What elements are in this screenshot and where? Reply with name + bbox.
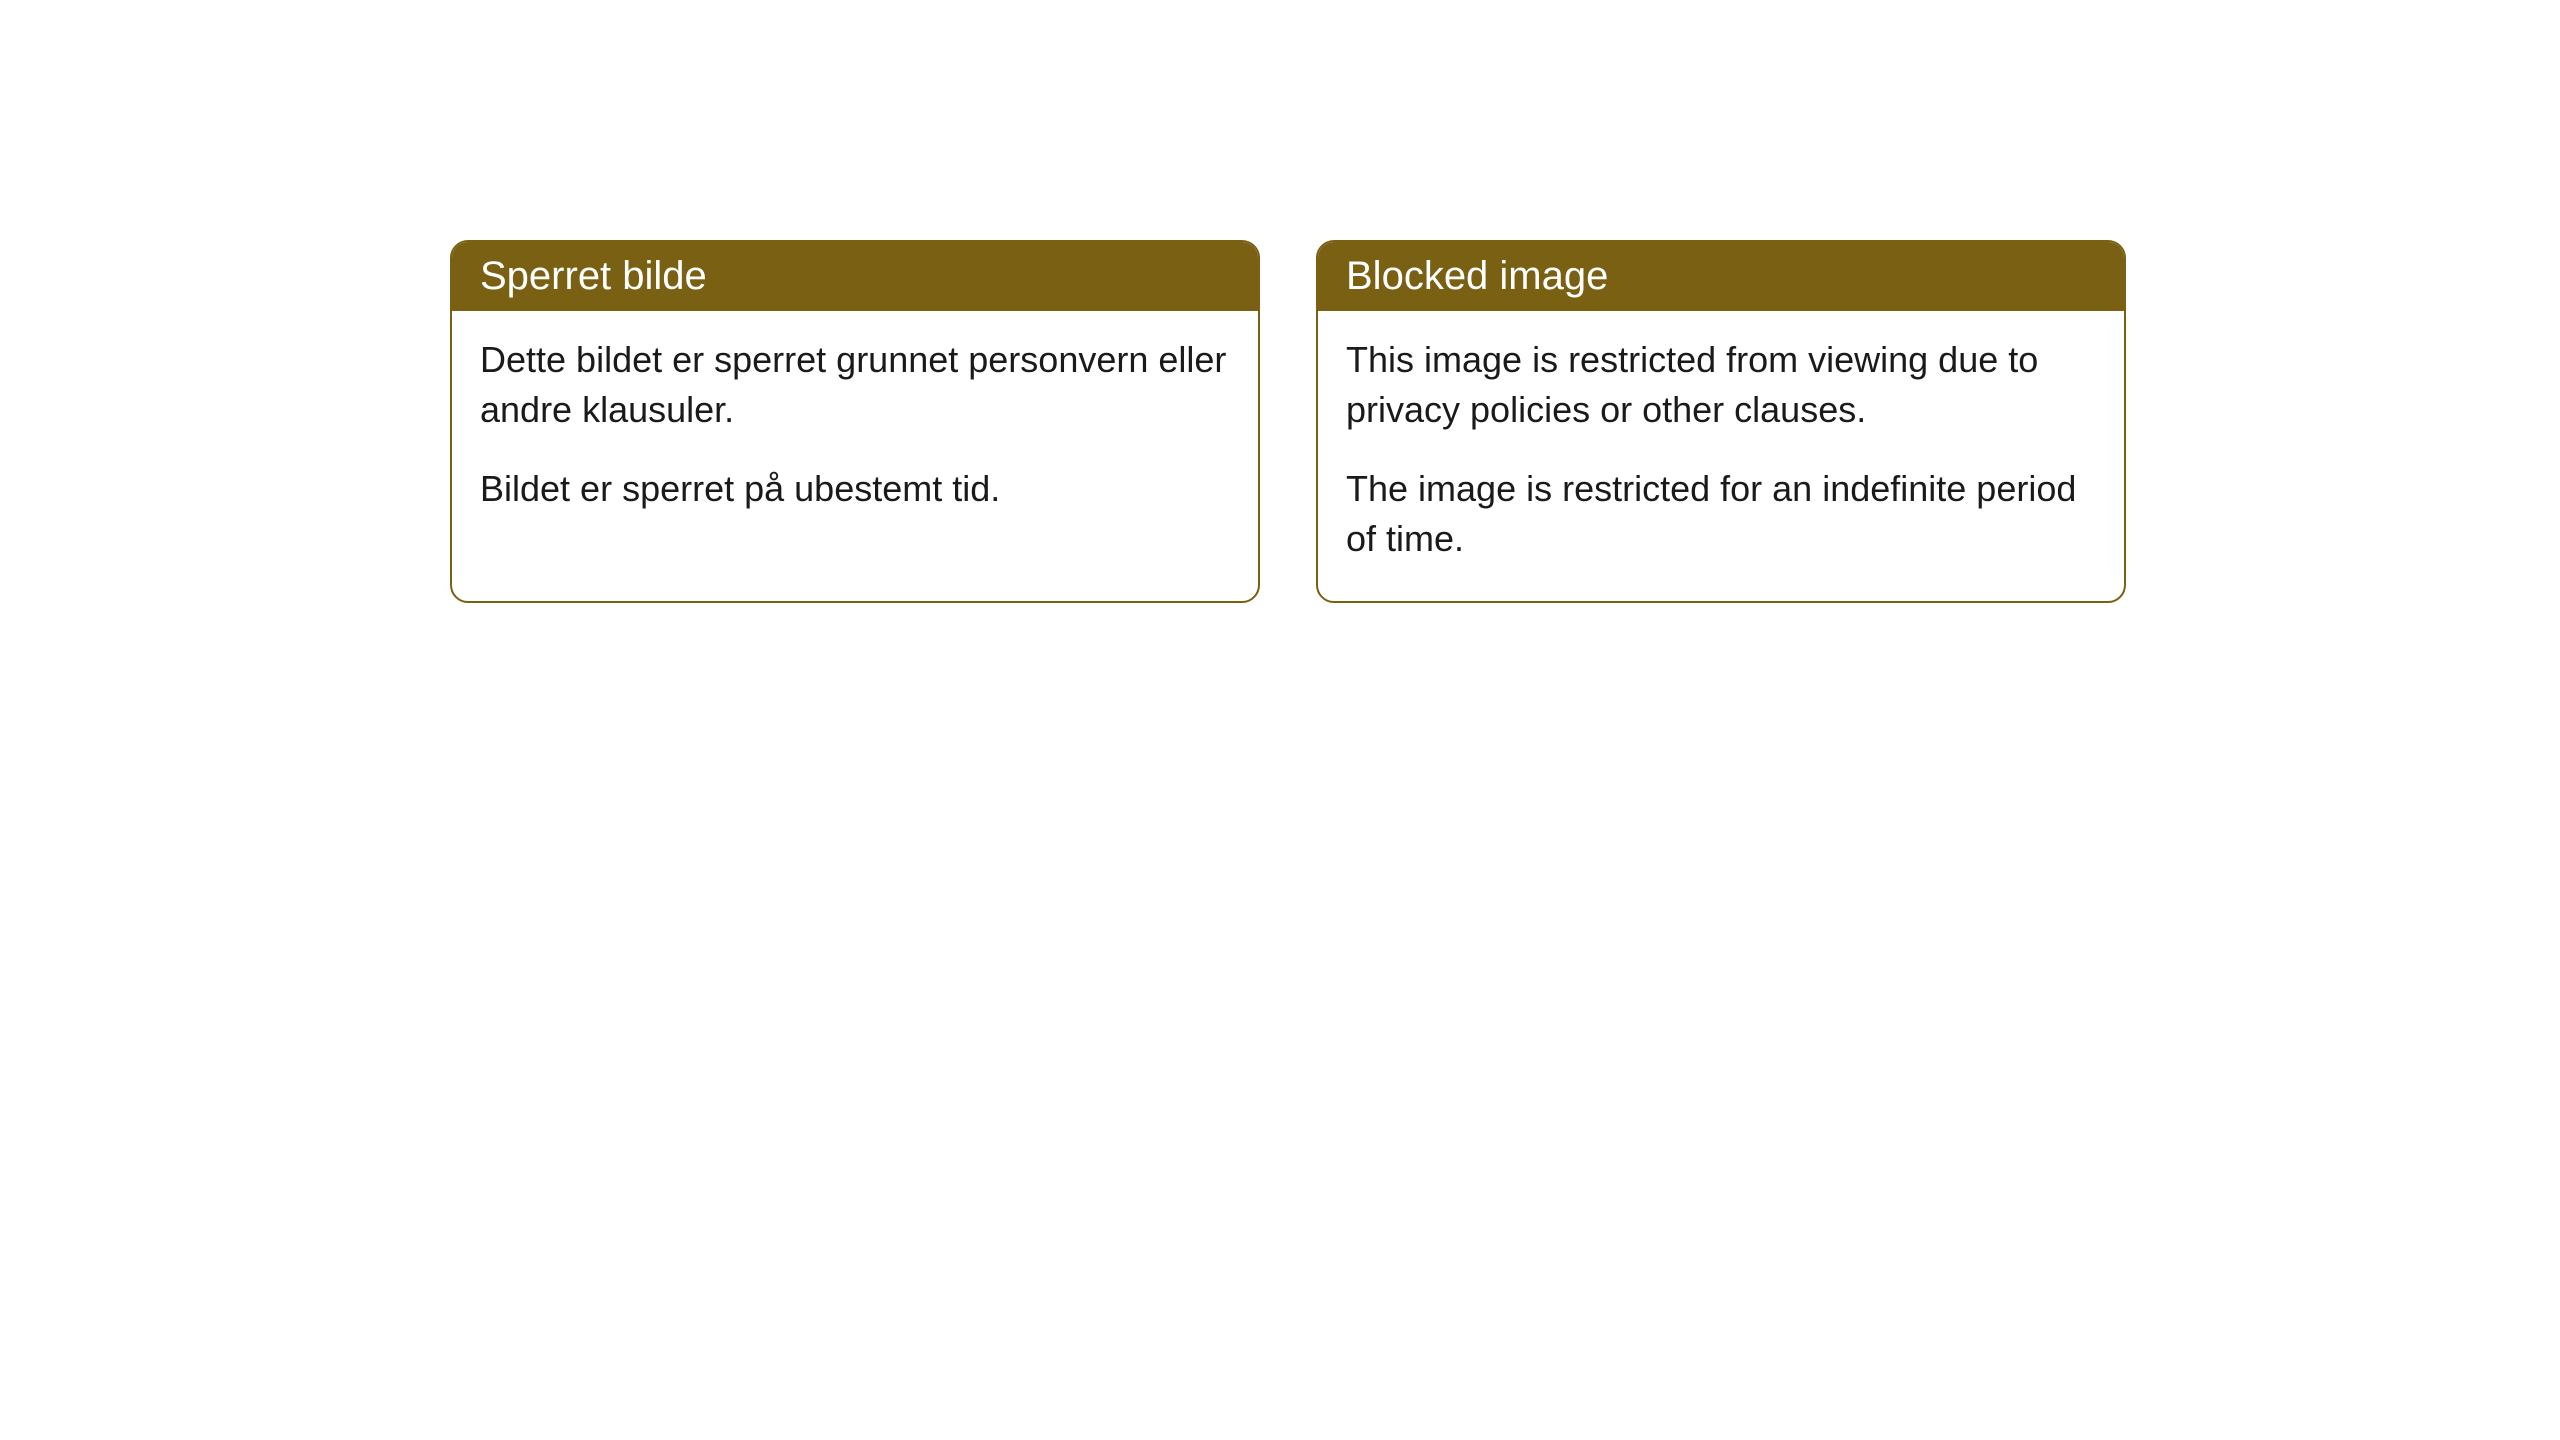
card-header-english: Blocked image — [1318, 242, 2124, 311]
card-paragraph: This image is restricted from viewing du… — [1346, 335, 2096, 436]
card-title: Blocked image — [1346, 254, 1608, 298]
card-title: Sperret bilde — [480, 254, 707, 298]
card-paragraph: Bildet er sperret på ubestemt tid. — [480, 464, 1230, 514]
notice-card-english: Blocked image This image is restricted f… — [1316, 240, 2126, 603]
notice-card-norwegian: Sperret bilde Dette bildet er sperret gr… — [450, 240, 1260, 603]
card-header-norwegian: Sperret bilde — [452, 242, 1258, 311]
card-body-norwegian: Dette bildet er sperret grunnet personve… — [452, 311, 1258, 550]
card-paragraph: Dette bildet er sperret grunnet personve… — [480, 335, 1230, 436]
card-paragraph: The image is restricted for an indefinit… — [1346, 464, 2096, 565]
notice-cards-container: Sperret bilde Dette bildet er sperret gr… — [450, 240, 2126, 603]
card-body-english: This image is restricted from viewing du… — [1318, 311, 2124, 601]
